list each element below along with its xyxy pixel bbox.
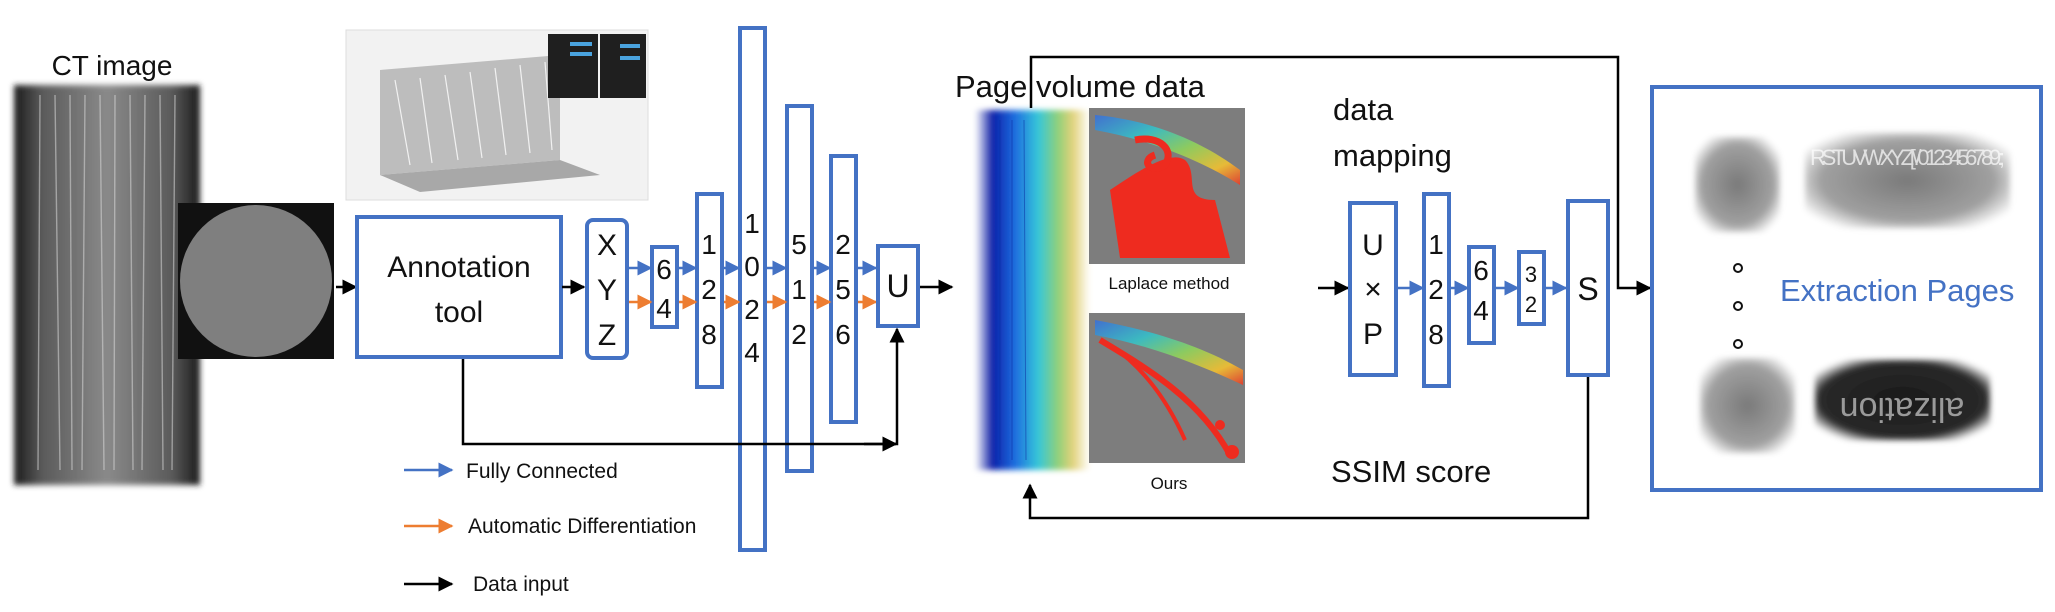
legend: Fully Connected Automatic Differentiatio… — [404, 460, 696, 596]
layer-128-c0: 1 — [701, 229, 717, 260]
layer-1024-c0: 1 — [744, 208, 760, 239]
mapping-32-c1: 2 — [1525, 292, 1537, 317]
ellipsis-dot-2 — [1733, 301, 1743, 311]
uxp-p: P — [1363, 318, 1383, 351]
annotation-tool-label-2: tool — [435, 296, 483, 329]
ellipsis-dot-3 — [1733, 339, 1743, 349]
layer-256: 2 5 6 — [829, 154, 858, 424]
layer-1024-c1: 0 — [744, 251, 760, 282]
laplace-render — [1089, 108, 1245, 264]
page-thumb-3 — [1700, 358, 1795, 453]
uxp-box: U × P — [1348, 201, 1398, 377]
layer-256-c1: 5 — [835, 274, 851, 305]
u-box: U — [876, 244, 920, 328]
extraction-pages-panel: RSTUVWXYZ[\ /0123456789:; Extraction Pag… — [1650, 85, 2043, 492]
layer-256-c0: 2 — [835, 229, 851, 260]
ct-image-label: CT image — [52, 50, 173, 81]
ssim-label: SSIM score — [1331, 454, 1491, 489]
ssim-feedback-path — [1022, 377, 1590, 520]
uxp-u: U — [1362, 229, 1384, 262]
data-input-path — [461, 327, 905, 446]
mapping-layer-128: 1 2 8 — [1422, 192, 1451, 388]
mapping-64-c0: 6 — [1473, 255, 1489, 286]
volume-render — [975, 110, 1090, 470]
layer-256-c2: 6 — [835, 319, 851, 350]
annotation-tool-screenshot — [345, 29, 649, 201]
layer-512-c2: 2 — [791, 319, 807, 350]
top-path-to-output — [1029, 55, 1652, 296]
layer-128: 1 2 8 — [695, 192, 724, 389]
mapping-128-c2: 8 — [1428, 319, 1444, 350]
layer-64: 6 4 — [650, 245, 679, 329]
legend-di-label: Data input — [473, 573, 569, 596]
layer-128-c1: 2 — [701, 274, 717, 305]
layer-1024: 1 0 2 4 — [738, 26, 767, 552]
laplace-caption: Laplace method — [1109, 274, 1230, 293]
annotation-tool-box: Annotation tool — [355, 215, 563, 359]
mapping-64-c1: 4 — [1473, 295, 1489, 326]
layer-64-c1: 4 — [656, 293, 672, 324]
mapping-label-2: mapping — [1333, 138, 1452, 173]
mapping-128-c1: 2 — [1428, 274, 1444, 305]
ct-image — [14, 85, 200, 485]
mapping-128-c0: 1 — [1428, 229, 1444, 260]
layer-1024-c2: 2 — [744, 294, 760, 325]
legend-ad-label: Automatic Differentiation — [468, 515, 696, 538]
page-thumb-2-text: RSTUVWXYZ[\ /0123456789:; — [1810, 145, 2005, 170]
page-thumb-1 — [1695, 137, 1780, 232]
xyz-z: Z — [598, 319, 616, 352]
layer-512: 5 1 2 — [785, 104, 814, 473]
layer-1024-c3: 4 — [744, 337, 760, 368]
xyz-x: X — [597, 229, 617, 262]
annotation-tool-label-1: Annotation — [387, 251, 530, 284]
mapping-layer-64: 6 4 — [1467, 245, 1496, 345]
page-thumb-4 — [1815, 360, 1990, 440]
mapping-label-1: data — [1333, 92, 1394, 127]
uxp-x: × — [1364, 273, 1382, 306]
xyz-box: X Y Z — [585, 218, 629, 360]
xyz-y: Y — [597, 274, 617, 307]
legend-fc-label: Fully Connected — [466, 460, 618, 483]
layer-64-c0: 6 — [656, 254, 672, 285]
u-label: U — [886, 268, 909, 304]
ours-render — [1089, 313, 1245, 463]
ellipsis-dot-1 — [1733, 263, 1743, 273]
ct-slice — [178, 203, 334, 359]
mapping-layer-32: 3 2 — [1517, 250, 1546, 326]
layer-512-c1: 1 — [791, 274, 807, 305]
s-box: S — [1566, 199, 1610, 377]
layer-512-c0: 5 — [791, 229, 807, 260]
extraction-pages-title: Extraction Pages — [1780, 273, 2014, 308]
s-label: S — [1577, 271, 1598, 307]
mapping-32-c0: 3 — [1525, 262, 1537, 287]
page-thumb-2 — [1805, 133, 2010, 228]
ours-caption: Ours — [1151, 474, 1188, 493]
page-thumb-4-text: alization — [1840, 390, 1965, 428]
volume-title: Page volume data — [955, 69, 1206, 104]
layer-128-c2: 8 — [701, 319, 717, 350]
